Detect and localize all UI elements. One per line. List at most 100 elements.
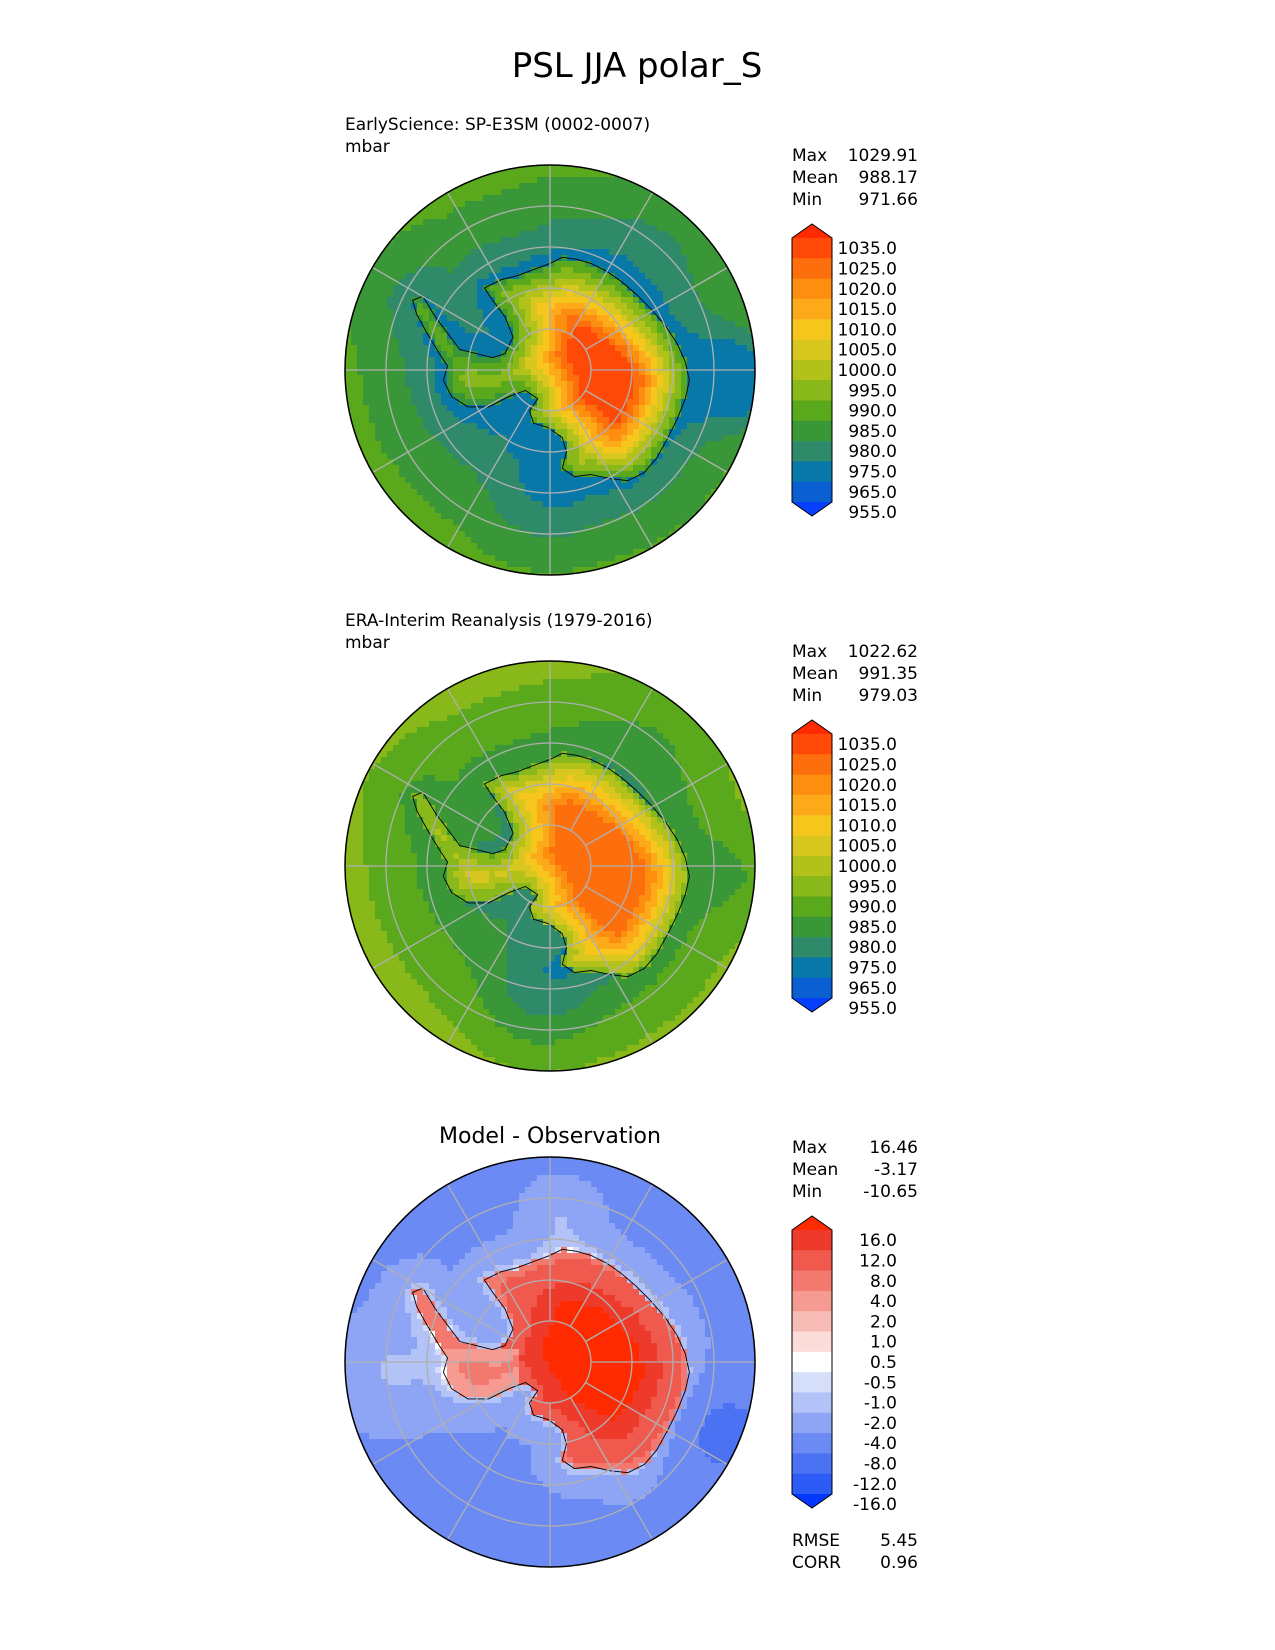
field-cell bbox=[561, 183, 568, 190]
field-cell bbox=[429, 453, 436, 460]
field-cell bbox=[567, 501, 574, 508]
field-cell bbox=[513, 477, 520, 484]
field-cell bbox=[411, 703, 418, 710]
field-cell bbox=[405, 763, 412, 770]
field-cell bbox=[447, 447, 454, 454]
field-cell bbox=[507, 255, 514, 262]
field-cell bbox=[693, 339, 700, 346]
field-cell bbox=[417, 447, 424, 454]
field-cell bbox=[579, 775, 586, 782]
field-cell bbox=[705, 751, 712, 758]
field-cell bbox=[351, 345, 358, 352]
field-cell bbox=[441, 273, 448, 280]
field-cell bbox=[435, 273, 442, 280]
field-cell bbox=[417, 201, 424, 208]
field-cell bbox=[441, 489, 448, 496]
field-cell bbox=[549, 315, 556, 322]
field-cell bbox=[603, 189, 610, 196]
field-cell bbox=[675, 333, 682, 340]
field-cell bbox=[699, 513, 706, 520]
field-cell bbox=[405, 471, 412, 478]
field-cell bbox=[681, 327, 688, 334]
field-cell bbox=[585, 775, 592, 782]
field-cell bbox=[363, 393, 370, 400]
field-cell bbox=[417, 375, 424, 382]
field-cell bbox=[603, 423, 610, 430]
field-cell bbox=[393, 351, 400, 358]
field-cell bbox=[453, 555, 460, 562]
field-cell bbox=[681, 375, 688, 382]
field-cell bbox=[555, 393, 562, 400]
field-cell bbox=[591, 679, 598, 686]
field-cell bbox=[633, 309, 640, 316]
field-cell bbox=[627, 183, 634, 190]
field-cell bbox=[705, 423, 712, 430]
field-cell bbox=[435, 225, 442, 232]
field-cell bbox=[669, 489, 676, 496]
field-cell bbox=[549, 195, 556, 202]
field-cell bbox=[555, 561, 562, 568]
field-cell bbox=[567, 787, 574, 794]
field-cell bbox=[375, 315, 382, 322]
field-cell bbox=[603, 297, 610, 304]
field-cell bbox=[453, 477, 460, 484]
field-cell bbox=[615, 231, 622, 238]
field-cell bbox=[591, 501, 598, 508]
field-cell bbox=[537, 393, 544, 400]
field-cell bbox=[555, 661, 562, 668]
field-cell bbox=[537, 207, 544, 214]
field-cell bbox=[717, 261, 724, 268]
field-cell bbox=[591, 703, 598, 710]
field-cell bbox=[381, 303, 388, 310]
field-cell bbox=[483, 781, 490, 788]
field-cell bbox=[633, 393, 640, 400]
field-cell bbox=[639, 429, 646, 436]
field-cell bbox=[501, 387, 508, 394]
field-cell bbox=[435, 213, 442, 220]
field-cell bbox=[483, 751, 490, 758]
field-cell bbox=[423, 751, 430, 758]
field-cell bbox=[675, 219, 682, 226]
field-cell bbox=[651, 751, 658, 758]
field-cell bbox=[669, 273, 676, 280]
field-cell bbox=[705, 757, 712, 764]
field-cell bbox=[615, 519, 622, 526]
field-cell bbox=[501, 483, 508, 490]
field-cell bbox=[369, 375, 376, 382]
field-cell bbox=[741, 399, 748, 406]
field-cell bbox=[543, 763, 550, 770]
field-cell bbox=[579, 363, 586, 370]
field-cell bbox=[447, 495, 454, 502]
field-cell bbox=[465, 273, 472, 280]
field-cell bbox=[717, 369, 724, 376]
field-cell bbox=[657, 345, 664, 352]
field-cell bbox=[513, 465, 520, 472]
field-cell bbox=[567, 733, 574, 740]
field-cell bbox=[705, 315, 712, 322]
field-cell bbox=[585, 339, 592, 346]
field-cell bbox=[675, 721, 682, 728]
field-cell bbox=[699, 483, 706, 490]
field-cell bbox=[693, 411, 700, 418]
field-cell bbox=[591, 405, 598, 412]
field-cell bbox=[651, 411, 658, 418]
field-cell bbox=[681, 459, 688, 466]
field-cell bbox=[495, 219, 502, 226]
field-cell bbox=[597, 381, 604, 388]
field-cell bbox=[651, 405, 658, 412]
field-cell bbox=[717, 375, 724, 382]
field-cell bbox=[519, 501, 526, 508]
field-cell bbox=[531, 291, 538, 298]
field-cell bbox=[645, 195, 652, 202]
field-cell bbox=[441, 291, 448, 298]
field-cell bbox=[741, 375, 748, 382]
field-cell bbox=[453, 715, 460, 722]
field-cell bbox=[393, 745, 400, 752]
field-cell bbox=[633, 513, 640, 520]
field-cell bbox=[699, 477, 706, 484]
field-cell bbox=[489, 435, 496, 442]
field-cell bbox=[543, 453, 550, 460]
field-cell bbox=[429, 417, 436, 424]
field-cell bbox=[627, 339, 634, 346]
field-cell bbox=[495, 561, 502, 568]
